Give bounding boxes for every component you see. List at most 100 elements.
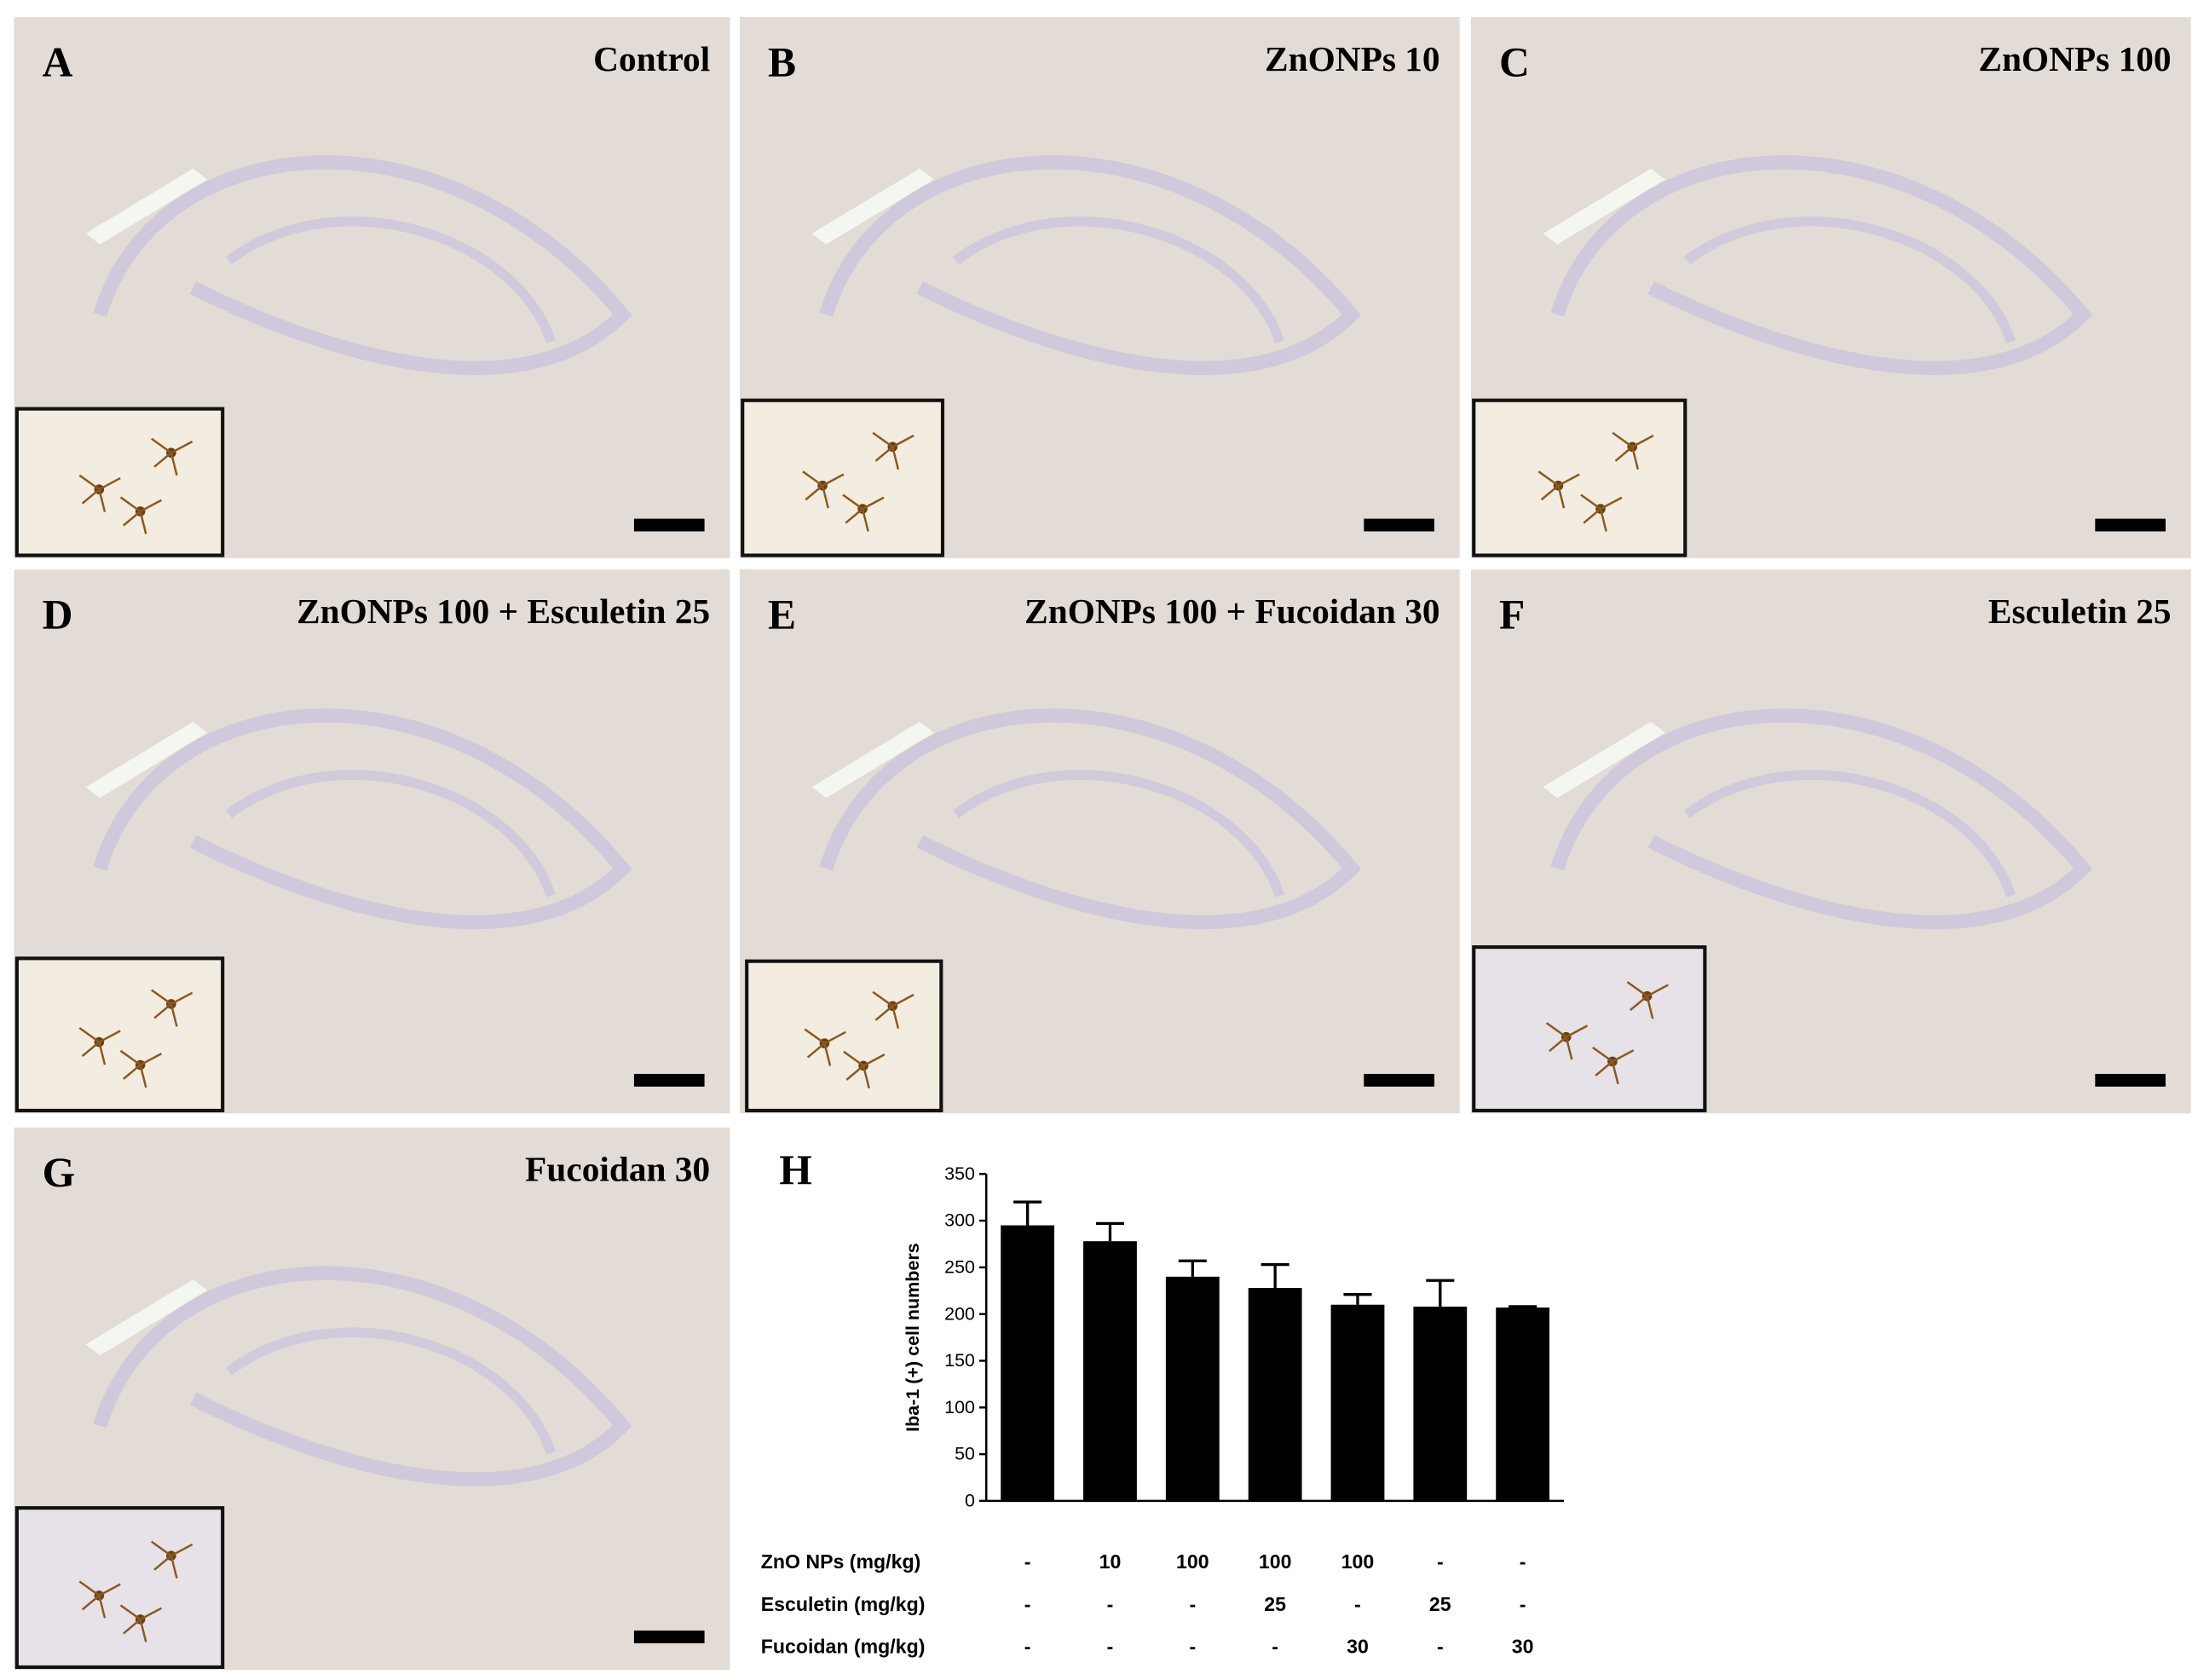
panel-letter: A [43,38,73,85]
hippocampus-layer [225,216,556,344]
microglia-process [1626,981,1669,1019]
panel-title: Control [593,39,710,78]
inset [14,407,225,557]
vessel [85,1279,208,1356]
y-tick-label: 150 [944,1350,975,1371]
treatment-dose: 100 [1176,1550,1209,1573]
treatment-dose: - [1520,1593,1526,1615]
bar [1413,1306,1468,1501]
hippocampus-layer [225,770,556,898]
bar [1330,1304,1385,1501]
y-tick-label: 200 [944,1303,975,1324]
treatment-dose: 30 [1512,1635,1534,1657]
micrograph-panel: F Esculetin 25 [1470,569,2191,1114]
treatment-dose: - [1189,1635,1196,1657]
treatment-dose: 100 [1259,1550,1292,1573]
micrograph-panel: G Fucoidan 30 [14,1127,730,1671]
microglia-process [1612,431,1654,471]
inset [741,398,945,557]
micrograph-panel: B ZnONPs 10 [739,17,1460,558]
panel-title: ZnONPs 100 [1978,39,2171,78]
microglia-process [1592,1046,1635,1085]
micrograph-panel: A Control [14,17,730,558]
treatment-dose: 25 [1264,1593,1286,1615]
microglia-process [119,496,163,534]
microglia-process [1580,494,1623,532]
microglia-process [78,1580,121,1619]
microglia-process [872,990,914,1029]
bar [1083,1241,1137,1501]
vessel [85,721,208,799]
y-axis-label: Iba-1 (+) cell numbers [903,1243,923,1432]
panel-letter: G [43,1149,76,1196]
treatment-label: Esculetin (mg/kg) [761,1593,926,1615]
scale-bar [633,1073,705,1087]
microglia-process [842,494,885,532]
panel-letter: F [1499,592,1525,638]
microglia-process [150,989,193,1027]
treatment-dose: - [1189,1593,1196,1615]
scale-bar [633,1630,705,1643]
vessel [1543,721,1666,799]
treatment-dose: 30 [1347,1635,1369,1657]
y-tick-label: 250 [944,1257,975,1278]
treatment-dose: - [1024,1635,1031,1657]
microglia-process [150,437,193,476]
inset [1472,945,1707,1112]
inset [1472,398,1687,557]
microglia-process [802,471,845,509]
scale-bar [1364,1073,1434,1087]
panel-title: ZnONPs 10 [1265,39,1440,78]
bar [1001,1225,1055,1501]
hippocampus-layer [93,1266,632,1487]
treatment-label: Fucoidan (mg/kg) [761,1635,926,1657]
y-tick-label: 0 [965,1490,975,1510]
microglia-process [78,474,121,512]
y-tick-label: 50 [955,1444,975,1464]
treatment-dose: - [1107,1635,1114,1657]
hippocampus-layer [93,155,632,376]
vessel [85,168,208,245]
vessel [811,721,935,799]
panel-title: Esculetin 25 [1988,592,2172,631]
treatment-dose: - [1437,1550,1444,1573]
hippocampus-layer [1550,155,2093,376]
panel-letter: B [768,38,796,85]
scale-bar [2095,518,2166,532]
panel-letter: E [768,592,796,638]
panel-title: ZnONPs 100 + Fucoidan 30 [1024,592,1439,631]
panel-letter: D [43,592,73,638]
inset [14,1506,225,1669]
vessel [811,168,935,245]
bar [1165,1276,1220,1501]
inset [14,956,225,1112]
microglia-process [1537,471,1580,509]
treatment-dose: - [1272,1635,1278,1657]
panel-title: Fucoidan 30 [525,1150,710,1189]
microglia-process [150,1540,193,1579]
microglia-process [872,431,914,471]
hippocampus-layer [952,770,1285,898]
treatment-dose: - [1520,1550,1526,1573]
treatment-dose: - [1354,1593,1361,1615]
microglia-process [843,1050,886,1089]
hippocampus-layer [952,216,1285,344]
hippocampus-layer [819,155,1362,376]
microglia-process [804,1028,846,1066]
microglia-process [1545,1022,1589,1060]
y-tick-label: 100 [944,1397,975,1417]
hippocampus-layer [93,708,632,930]
hippocampus-layer [819,708,1362,930]
micrograph-panel: E ZnONPs 100 + Fucoidan 30 [739,569,1460,1114]
hippocampus-layer [1683,770,2016,898]
hippocampus-layer [1683,216,2016,344]
scale-bar [633,518,705,532]
scale-bar [1364,518,1434,532]
treatment-dose: - [1024,1550,1031,1573]
panel-letter: C [1499,38,1530,85]
y-tick-label: 300 [944,1210,975,1231]
treatment-dose: - [1107,1593,1114,1615]
bar [1248,1288,1302,1501]
